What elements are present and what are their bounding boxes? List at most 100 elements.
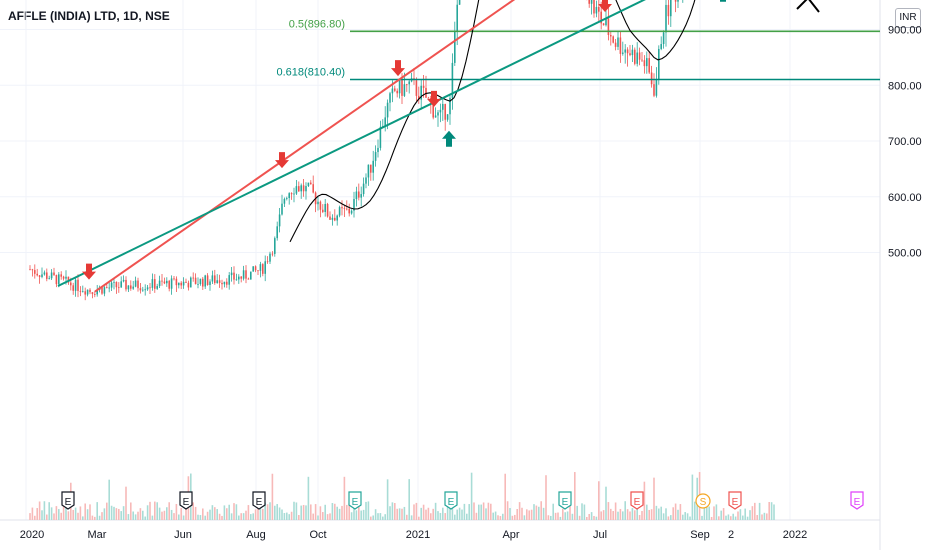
volume-bar (701, 515, 703, 520)
price-tick-label: 900.00 (888, 25, 922, 37)
candle (74, 276, 77, 297)
candle (204, 274, 206, 290)
volume-bar (614, 502, 617, 520)
volume-bar (497, 515, 499, 520)
volume-bar (146, 505, 149, 520)
event-marker-label: E (256, 497, 263, 508)
candle-body (120, 281, 122, 288)
volume-bar (415, 502, 418, 520)
volume-bar (103, 508, 106, 520)
candle-body (595, 6, 598, 14)
volume-bar (163, 510, 166, 520)
volume-bar (446, 504, 449, 520)
volume-bar (499, 516, 502, 520)
volume-bar (144, 516, 146, 520)
volume-bar (562, 508, 564, 520)
candle (418, 86, 420, 104)
candle-body (643, 60, 646, 67)
candle (374, 145, 377, 167)
volume-bar (84, 503, 86, 520)
earnings-marker-shape (728, 491, 742, 510)
volume-bar (629, 511, 631, 520)
candle-body (636, 52, 638, 64)
candle-body (202, 278, 204, 287)
candle (158, 275, 161, 288)
candle (242, 265, 245, 281)
volume-bar (317, 515, 319, 520)
volume-bar (281, 509, 283, 520)
volume-bar (262, 508, 264, 520)
candle-body (221, 282, 223, 285)
volume-bar (451, 501, 454, 520)
candle (377, 139, 379, 158)
candle-body (298, 186, 300, 192)
candle-body (665, 4, 667, 33)
volume-bar (602, 510, 605, 520)
time-tick-label: 2022 (783, 529, 807, 541)
candle-body (588, 0, 590, 4)
volume-bar (619, 508, 622, 520)
candle-body (377, 147, 379, 153)
candle-body (619, 37, 622, 54)
candle-body (276, 226, 278, 239)
volume-bar (749, 510, 751, 520)
candle-body (60, 274, 62, 277)
candle (50, 269, 53, 280)
volume-bar (355, 510, 358, 520)
volume-bar (763, 512, 766, 520)
volume-bar (396, 508, 398, 520)
candle (190, 276, 192, 288)
volume-bar (518, 502, 521, 520)
candle-body (158, 280, 161, 287)
candle-body (79, 290, 82, 292)
candle (336, 214, 338, 226)
volume-bar (98, 515, 101, 520)
candle-body (310, 182, 312, 185)
candle-body (132, 286, 134, 289)
volume-bar (82, 516, 84, 520)
volume-bar (72, 509, 74, 520)
volume-bar (348, 503, 350, 520)
volume-bar (288, 514, 290, 520)
candle (434, 107, 437, 118)
candle (406, 83, 408, 92)
candle (173, 276, 175, 281)
candle-body (629, 53, 631, 56)
candle (182, 277, 185, 289)
volume-bar (46, 514, 48, 520)
volume-bar (178, 514, 180, 520)
volume-bar (170, 509, 173, 520)
candle (276, 221, 278, 241)
volume-bar (209, 509, 211, 520)
candle-body (334, 217, 336, 221)
volume-bar (590, 512, 593, 520)
trendlines (57, 0, 646, 293)
volume-bar (329, 513, 331, 520)
currency-badge[interactable]: INR (895, 8, 921, 28)
volume-bar (622, 511, 624, 520)
candle-body (670, 0, 672, 17)
candle (444, 103, 446, 131)
volume-bar (269, 502, 271, 520)
volume-bar (154, 501, 156, 520)
candle-body (451, 62, 454, 98)
candle-body (398, 79, 401, 94)
candle-body (677, 0, 679, 2)
candle (60, 271, 62, 280)
candle (199, 278, 202, 286)
candle-body (58, 274, 60, 285)
volume-bar (211, 505, 214, 520)
time-tick-label: Apr (502, 529, 519, 541)
candle (271, 251, 274, 257)
candle (216, 274, 218, 284)
event-marker-label: E (183, 497, 190, 508)
red-trendline (94, 0, 516, 293)
candle (598, 0, 600, 22)
volume-bar (593, 515, 595, 520)
candle-body (70, 282, 72, 286)
candle (72, 282, 74, 295)
volume-bar (468, 504, 470, 520)
candle (593, 0, 595, 18)
candle-body (137, 280, 139, 289)
